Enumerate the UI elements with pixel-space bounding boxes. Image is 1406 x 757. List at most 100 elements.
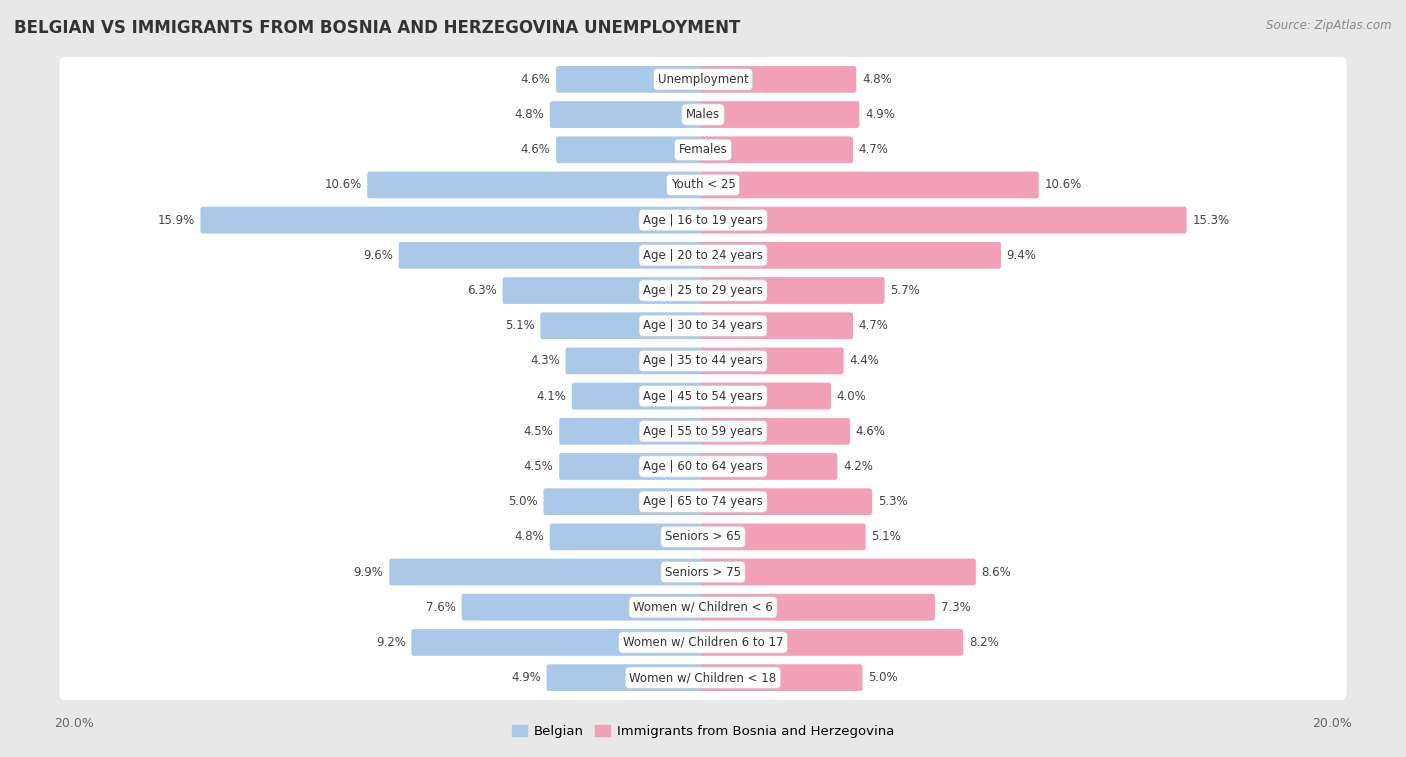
Text: 4.5%: 4.5% (524, 425, 554, 438)
Text: 15.3%: 15.3% (1192, 213, 1229, 226)
Text: 5.1%: 5.1% (872, 531, 901, 544)
Text: Youth < 25: Youth < 25 (671, 179, 735, 192)
FancyBboxPatch shape (572, 383, 706, 410)
FancyBboxPatch shape (59, 479, 1347, 524)
Text: 4.3%: 4.3% (530, 354, 560, 367)
Text: 7.6%: 7.6% (426, 601, 456, 614)
Text: 4.8%: 4.8% (862, 73, 891, 86)
Text: 10.6%: 10.6% (325, 179, 361, 192)
FancyBboxPatch shape (59, 128, 1347, 172)
FancyBboxPatch shape (59, 198, 1347, 242)
FancyBboxPatch shape (59, 620, 1347, 665)
FancyBboxPatch shape (700, 664, 862, 691)
Text: Women w/ Children 6 to 17: Women w/ Children 6 to 17 (623, 636, 783, 649)
Text: 4.5%: 4.5% (524, 460, 554, 473)
FancyBboxPatch shape (59, 58, 1347, 101)
FancyBboxPatch shape (59, 550, 1347, 594)
Text: 5.0%: 5.0% (508, 495, 537, 508)
FancyBboxPatch shape (700, 383, 831, 410)
FancyBboxPatch shape (461, 593, 706, 621)
Text: Age | 55 to 59 years: Age | 55 to 59 years (643, 425, 763, 438)
Text: 5.7%: 5.7% (890, 284, 920, 297)
Legend: Belgian, Immigrants from Bosnia and Herzegovina: Belgian, Immigrants from Bosnia and Herz… (506, 719, 900, 743)
Text: 8.2%: 8.2% (969, 636, 998, 649)
FancyBboxPatch shape (700, 277, 884, 304)
FancyBboxPatch shape (700, 524, 866, 550)
Text: 7.3%: 7.3% (941, 601, 970, 614)
FancyBboxPatch shape (700, 313, 853, 339)
FancyBboxPatch shape (700, 66, 856, 93)
Text: Unemployment: Unemployment (658, 73, 748, 86)
Text: 4.0%: 4.0% (837, 390, 866, 403)
FancyBboxPatch shape (59, 515, 1347, 559)
Text: 9.9%: 9.9% (354, 565, 384, 578)
Text: Males: Males (686, 108, 720, 121)
FancyBboxPatch shape (700, 172, 1039, 198)
Text: 4.6%: 4.6% (856, 425, 886, 438)
FancyBboxPatch shape (700, 242, 1001, 269)
FancyBboxPatch shape (550, 101, 706, 128)
FancyBboxPatch shape (700, 101, 859, 128)
Text: Females: Females (679, 143, 727, 156)
Text: 4.6%: 4.6% (520, 73, 550, 86)
FancyBboxPatch shape (59, 163, 1347, 207)
Text: Women w/ Children < 18: Women w/ Children < 18 (630, 671, 776, 684)
Text: Age | 60 to 64 years: Age | 60 to 64 years (643, 460, 763, 473)
FancyBboxPatch shape (560, 418, 706, 444)
Text: Age | 30 to 34 years: Age | 30 to 34 years (643, 319, 763, 332)
FancyBboxPatch shape (700, 488, 872, 515)
FancyBboxPatch shape (502, 277, 706, 304)
Text: Seniors > 75: Seniors > 75 (665, 565, 741, 578)
Text: 9.2%: 9.2% (375, 636, 405, 649)
Text: 6.3%: 6.3% (467, 284, 496, 297)
FancyBboxPatch shape (412, 629, 706, 656)
Text: Age | 20 to 24 years: Age | 20 to 24 years (643, 249, 763, 262)
FancyBboxPatch shape (399, 242, 706, 269)
Text: Age | 45 to 54 years: Age | 45 to 54 years (643, 390, 763, 403)
Text: 4.1%: 4.1% (536, 390, 567, 403)
Text: 15.9%: 15.9% (157, 213, 195, 226)
Text: 4.7%: 4.7% (859, 319, 889, 332)
Text: Women w/ Children < 6: Women w/ Children < 6 (633, 601, 773, 614)
Text: 4.6%: 4.6% (520, 143, 550, 156)
Text: 4.8%: 4.8% (515, 108, 544, 121)
Text: 5.3%: 5.3% (877, 495, 907, 508)
Text: 9.4%: 9.4% (1007, 249, 1036, 262)
FancyBboxPatch shape (555, 66, 706, 93)
Text: 4.2%: 4.2% (844, 460, 873, 473)
Text: Source: ZipAtlas.com: Source: ZipAtlas.com (1267, 19, 1392, 32)
FancyBboxPatch shape (550, 524, 706, 550)
Text: Age | 25 to 29 years: Age | 25 to 29 years (643, 284, 763, 297)
FancyBboxPatch shape (700, 347, 844, 374)
FancyBboxPatch shape (59, 656, 1347, 699)
Text: 4.9%: 4.9% (510, 671, 541, 684)
Text: 4.4%: 4.4% (849, 354, 879, 367)
FancyBboxPatch shape (700, 593, 935, 621)
Text: 4.9%: 4.9% (865, 108, 896, 121)
FancyBboxPatch shape (555, 136, 706, 164)
Text: 10.6%: 10.6% (1045, 179, 1081, 192)
FancyBboxPatch shape (59, 92, 1347, 137)
Text: Age | 16 to 19 years: Age | 16 to 19 years (643, 213, 763, 226)
FancyBboxPatch shape (59, 233, 1347, 278)
Text: 8.6%: 8.6% (981, 565, 1011, 578)
Text: 4.7%: 4.7% (859, 143, 889, 156)
FancyBboxPatch shape (201, 207, 706, 233)
Text: 9.6%: 9.6% (363, 249, 394, 262)
FancyBboxPatch shape (59, 304, 1347, 348)
FancyBboxPatch shape (565, 347, 706, 374)
FancyBboxPatch shape (59, 585, 1347, 629)
FancyBboxPatch shape (59, 374, 1347, 419)
Text: Age | 35 to 44 years: Age | 35 to 44 years (643, 354, 763, 367)
FancyBboxPatch shape (560, 453, 706, 480)
FancyBboxPatch shape (700, 629, 963, 656)
Text: BELGIAN VS IMMIGRANTS FROM BOSNIA AND HERZEGOVINA UNEMPLOYMENT: BELGIAN VS IMMIGRANTS FROM BOSNIA AND HE… (14, 19, 741, 37)
FancyBboxPatch shape (540, 313, 706, 339)
FancyBboxPatch shape (544, 488, 706, 515)
Text: 4.8%: 4.8% (515, 531, 544, 544)
FancyBboxPatch shape (700, 207, 1187, 233)
FancyBboxPatch shape (700, 418, 851, 444)
Text: Age | 65 to 74 years: Age | 65 to 74 years (643, 495, 763, 508)
Text: 5.0%: 5.0% (868, 671, 898, 684)
Text: Seniors > 65: Seniors > 65 (665, 531, 741, 544)
